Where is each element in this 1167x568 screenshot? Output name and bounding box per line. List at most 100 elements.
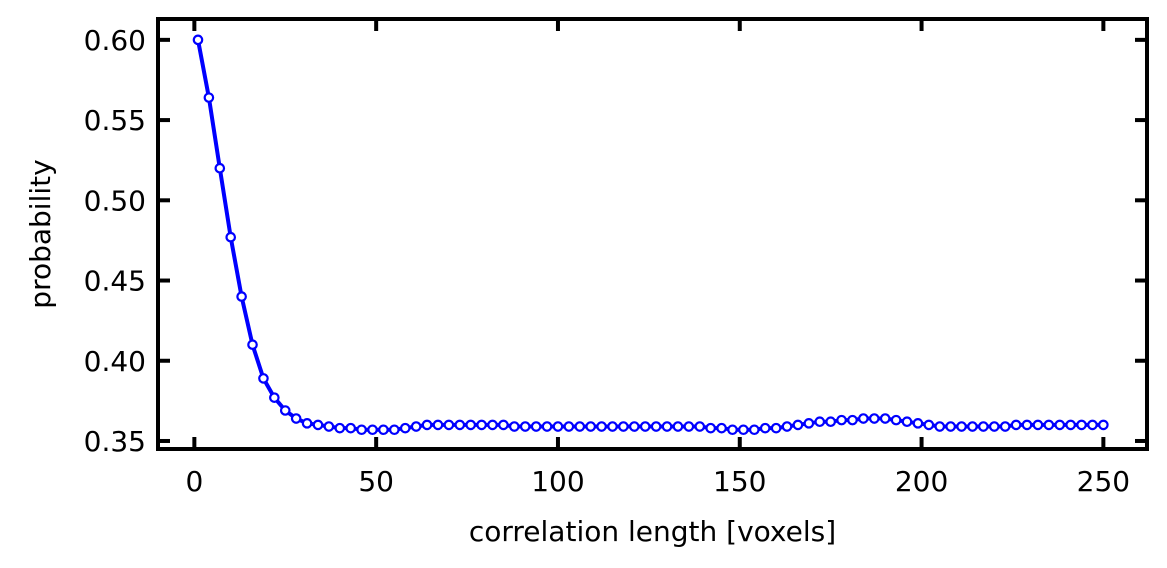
- axis-ticks: [158, 19, 1147, 449]
- data-point: [650, 421, 662, 432]
- data-point: [476, 419, 487, 431]
- data-point: [301, 418, 313, 429]
- data-point: [432, 419, 444, 431]
- x-tick-label: 150: [713, 465, 766, 498]
- data-point: [509, 421, 520, 432]
- data-point: [1065, 419, 1076, 431]
- data-point: [1076, 419, 1087, 431]
- data-point: [421, 419, 433, 431]
- x-tick-label: 200: [895, 465, 948, 498]
- data-point: [825, 416, 836, 428]
- x-tick-label: 250: [1077, 465, 1130, 498]
- series-layer: [192, 34, 1109, 436]
- data-point: [334, 422, 346, 434]
- data-point: [563, 421, 575, 432]
- data-point: [901, 416, 913, 428]
- data-point: [945, 421, 956, 432]
- data-point: [912, 418, 924, 429]
- plot-frame: [156, 17, 1149, 451]
- data-point: [585, 421, 596, 432]
- data-point: [279, 405, 291, 416]
- data-point: [781, 421, 793, 432]
- data-point: [749, 424, 760, 436]
- data-point: [454, 419, 466, 431]
- data-point: [1087, 419, 1098, 431]
- x-tick-label: 0: [185, 465, 203, 498]
- data-point: [487, 419, 498, 431]
- data-point: [716, 422, 727, 434]
- data-point: [203, 92, 215, 103]
- data-point: [879, 413, 891, 424]
- data-point: [214, 162, 226, 174]
- data-point: [465, 419, 476, 431]
- data-point: [890, 414, 902, 426]
- data-point: [312, 419, 324, 431]
- data-point: [192, 34, 204, 46]
- data-point: [1010, 419, 1022, 431]
- data-point: [847, 414, 858, 426]
- data-point: [999, 421, 1011, 432]
- data-point: [770, 422, 782, 434]
- data-point: [836, 414, 847, 426]
- data-point: [389, 424, 400, 436]
- data-point: [541, 421, 553, 432]
- data-point: [1098, 419, 1109, 431]
- data-point: [443, 419, 455, 431]
- data-point: [356, 424, 367, 436]
- data-point: [498, 419, 509, 431]
- data-point: [868, 413, 880, 424]
- data-point: [269, 392, 280, 403]
- data-point: [225, 231, 237, 243]
- x-tick-label: 50: [358, 465, 394, 498]
- data-point: [596, 421, 607, 432]
- data-point: [519, 421, 531, 432]
- data-point: [367, 424, 378, 436]
- data-point: [1032, 419, 1044, 431]
- data-point: [956, 421, 967, 432]
- y-tick-label: 0.50: [84, 184, 146, 217]
- data-point: [258, 373, 269, 384]
- y-tick-label: 0.60: [84, 24, 146, 57]
- data-point: [247, 339, 258, 351]
- data-point: [1054, 419, 1066, 431]
- x-tick-label: 100: [531, 465, 584, 498]
- y-tick-label: 0.45: [84, 265, 146, 298]
- data-point: [399, 422, 411, 434]
- data-point: [661, 421, 673, 432]
- data-point: [290, 413, 302, 424]
- tick-labels: 0 50 100 150 200 250 0.35 0.40 0.45 0.50 0.55 0.60: [84, 24, 1130, 498]
- y-tick-label: 0.55: [84, 104, 146, 137]
- data-point: [574, 421, 586, 432]
- data-point: [792, 419, 804, 431]
- data-point: [694, 421, 706, 432]
- data-point: [1021, 419, 1033, 431]
- series-line: [196, 39, 1104, 432]
- data-point: [923, 419, 935, 431]
- data-point: [1043, 419, 1055, 431]
- data-point: [323, 421, 335, 432]
- data-point: [410, 421, 422, 432]
- data-point: [378, 424, 389, 436]
- data-point: [629, 421, 640, 432]
- data-point: [858, 413, 869, 424]
- data-point: [345, 422, 357, 434]
- data-point: [934, 421, 946, 432]
- data-point: [607, 421, 618, 432]
- data-point: [759, 422, 771, 434]
- data-point: [988, 421, 1000, 432]
- data-point: [683, 421, 695, 432]
- data-point: [639, 421, 651, 432]
- data-point: [814, 416, 826, 428]
- data-point: [705, 422, 716, 434]
- data-point: [978, 421, 989, 432]
- data-point: [552, 421, 564, 432]
- data-point: [727, 424, 738, 436]
- data-point: [618, 421, 629, 432]
- x-axis-label: correlation length [voxels]: [469, 515, 836, 548]
- y-axis-label: probability: [24, 159, 57, 308]
- data-point: [530, 421, 542, 432]
- data-point: [803, 418, 815, 429]
- data-point: [672, 421, 684, 432]
- y-tick-label: 0.35: [84, 425, 146, 458]
